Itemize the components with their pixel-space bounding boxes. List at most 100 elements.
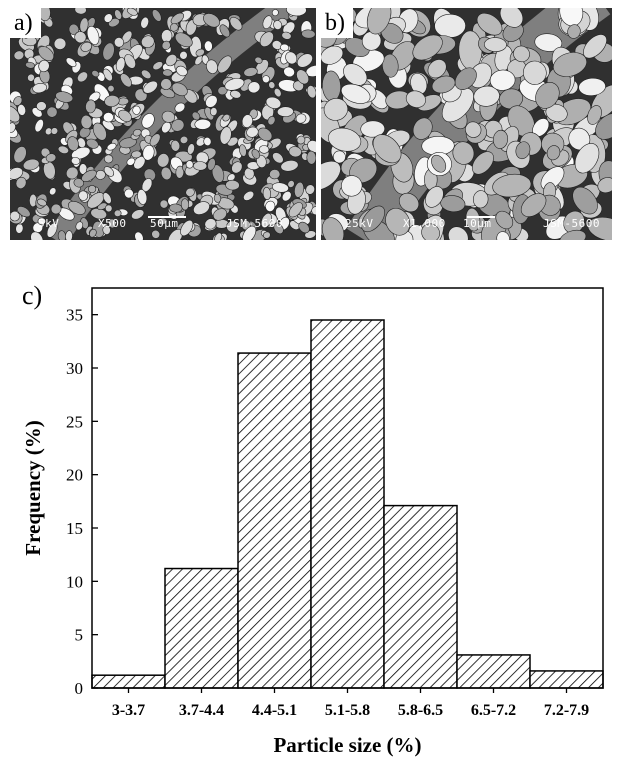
particle (434, 13, 466, 38)
particle (194, 118, 212, 130)
particle (205, 95, 218, 108)
particle (268, 81, 276, 89)
particle (46, 222, 58, 238)
particle (321, 217, 345, 240)
particle (360, 120, 385, 138)
particle (102, 42, 115, 61)
bar (164, 567, 239, 689)
particle (126, 157, 136, 166)
particle (162, 69, 173, 77)
particle (107, 85, 115, 93)
particle (583, 34, 607, 59)
particle (38, 59, 50, 73)
particle (161, 29, 173, 43)
particle (341, 175, 363, 197)
particle (165, 54, 178, 67)
particle (124, 54, 136, 69)
bar (237, 352, 312, 689)
particle (91, 70, 100, 78)
y-tick-label: 30 (66, 359, 83, 378)
particle (323, 98, 349, 121)
particle (141, 113, 155, 129)
particle (118, 109, 132, 123)
particle (361, 31, 382, 51)
particle (142, 144, 155, 161)
sem-a-scale: 50µm (150, 217, 179, 230)
particle (328, 127, 362, 152)
particle (251, 148, 261, 159)
particle (298, 221, 310, 234)
particle (179, 51, 188, 60)
particle (296, 69, 310, 85)
particle (224, 77, 245, 91)
particle (295, 113, 307, 124)
particle (398, 192, 420, 213)
particle (161, 110, 176, 123)
particle (495, 210, 514, 230)
particle (499, 8, 524, 28)
particle (301, 29, 316, 39)
particle (219, 24, 231, 38)
particle (262, 75, 270, 84)
x-tick-label: 3.7-4.4 (179, 702, 224, 719)
particle (206, 59, 218, 74)
panel-label-a: a) (10, 8, 41, 38)
particle (85, 99, 97, 114)
particle (174, 102, 186, 113)
bar (529, 670, 604, 689)
particle (515, 141, 531, 160)
particle (213, 193, 222, 203)
bar (91, 674, 166, 689)
particle (265, 96, 282, 109)
particle (191, 111, 201, 121)
y-tick-label: 35 (66, 306, 83, 325)
bar (310, 319, 385, 689)
particle (119, 137, 137, 149)
particle (574, 143, 600, 174)
particle (372, 134, 402, 164)
particle (157, 153, 170, 168)
particle (211, 164, 225, 183)
particle (65, 166, 79, 180)
particle (271, 9, 279, 17)
y-tick-label: 25 (66, 412, 83, 431)
sem-b-instrument: JSM-5600 (543, 217, 600, 230)
particle (195, 48, 205, 57)
particle (239, 144, 247, 157)
particle (425, 186, 444, 208)
particle (219, 126, 232, 145)
y-axis: 0 5 10 15 20 25 30 35 (66, 306, 98, 698)
particle (246, 126, 259, 138)
particle (513, 45, 530, 63)
particle (170, 12, 185, 25)
particle (179, 135, 189, 144)
x-axis: 3-3.7 3.7-4.4 4.4-5.1 5.1-5.8 5.8-6.5 6.5-7.2… (112, 688, 589, 719)
particle (225, 179, 240, 191)
particle (288, 146, 302, 158)
particle (143, 80, 158, 94)
y-tick-label: 5 (75, 626, 84, 645)
particle (343, 63, 368, 86)
particle (496, 231, 510, 240)
particle (17, 104, 26, 116)
particle (280, 160, 299, 172)
particle (185, 187, 195, 197)
particle (103, 13, 113, 23)
particle (405, 90, 426, 108)
particle (587, 105, 602, 125)
particle (180, 198, 190, 211)
x-axis-label: Particle size (%) (273, 733, 421, 757)
particle (427, 59, 447, 79)
particle (471, 151, 494, 175)
sem-b-scale-bar (467, 216, 495, 218)
particle (492, 173, 532, 198)
particle (476, 12, 503, 36)
particle (65, 57, 77, 67)
sem-a-instrument: JSM-5600 (226, 217, 283, 230)
particle (36, 101, 47, 111)
particle (421, 223, 440, 240)
particle (13, 50, 25, 61)
particle (160, 166, 172, 181)
bar (383, 504, 458, 689)
sem-image-b (321, 8, 612, 240)
